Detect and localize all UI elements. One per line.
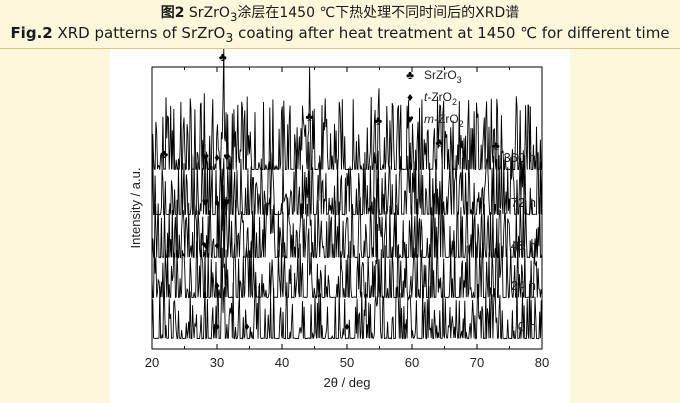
xrd-chart: 20 30 40 50 60 70 80 2θ / deg Intensity / a.u. 36…: [128, 49, 549, 390]
x-tick-label: 30: [210, 355, 224, 370]
phase-marker: ♣: [305, 109, 313, 123]
phase-marker: ♣: [219, 50, 227, 64]
phase-marker: ♦: [214, 321, 220, 333]
caption-en-text-2: coating after heat treatment at 1450 ℃ f…: [233, 24, 670, 42]
x-tick-label: 60: [405, 355, 419, 370]
caption-english: Fig.2 XRD patterns of SrZrO3 coating aft…: [0, 24, 680, 45]
phase-marker: ♣: [374, 113, 382, 127]
xrd-trace-0h: [151, 247, 543, 340]
phase-marker: ♦: [214, 152, 220, 164]
series-label: 24 h: [511, 278, 536, 293]
phase-marker: ♦: [244, 321, 250, 333]
series-label: 360 h: [503, 150, 536, 165]
x-tick-label: 70: [470, 355, 484, 370]
legend-symbol: ♥: [406, 112, 413, 126]
phase-marker: ♣: [492, 138, 500, 152]
xrd-trace-360h: [151, 49, 543, 171]
x-axis-label: 2θ / deg: [324, 375, 371, 390]
legend-label: SrZrO3: [424, 68, 462, 85]
caption-en-text-1: XRD patterns of SrZrO: [57, 24, 226, 42]
caption-divider: [0, 48, 680, 49]
legend-label: t-ZrO2: [424, 90, 457, 107]
x-tick-label: 40: [275, 355, 289, 370]
caption-en-label: Fig.2: [10, 24, 53, 42]
legend-symbol: ♦: [407, 90, 413, 104]
x-tick-label: 80: [535, 355, 549, 370]
phase-marker: ♦: [403, 321, 409, 333]
caption-zh-sub: 3: [229, 9, 238, 24]
phase-marker: ♥: [202, 195, 209, 209]
caption-en-sub: 3: [225, 30, 234, 45]
phase-marker: ♥: [202, 238, 209, 252]
caption-zh-label: 图2: [160, 5, 185, 21]
y-axis-label: Intensity / a.u.: [128, 168, 143, 249]
legend-symbol: ♣: [406, 68, 414, 82]
legend-label: m-ZrO2: [424, 112, 464, 129]
x-tick-label: 50: [340, 355, 354, 370]
caption-zh-text-1: SrZrO: [188, 5, 230, 21]
phase-marker: ♥: [223, 195, 230, 209]
figure-panel: 20 30 40 50 60 70 80 2θ / deg Intensity / a.u. 36…: [110, 49, 570, 403]
phase-marker: ♣: [160, 147, 168, 161]
series-label: 0 h: [518, 319, 536, 334]
phase-marker: ♦: [214, 240, 220, 252]
phase-marker: ♣: [435, 135, 443, 149]
x-tick-label: 20: [145, 355, 159, 370]
series-label: 48 h: [511, 238, 536, 253]
phase-marker: ♦: [344, 321, 350, 333]
phase-marker: ♥: [223, 150, 230, 164]
caption-zh-text-2: 涂层在1450 ℃下热处理不同时间后的XRD谱: [237, 5, 520, 21]
caption-chinese: 图2 SrZrO3涂层在1450 ℃下热处理不同时间后的XRD谱: [0, 2, 680, 24]
